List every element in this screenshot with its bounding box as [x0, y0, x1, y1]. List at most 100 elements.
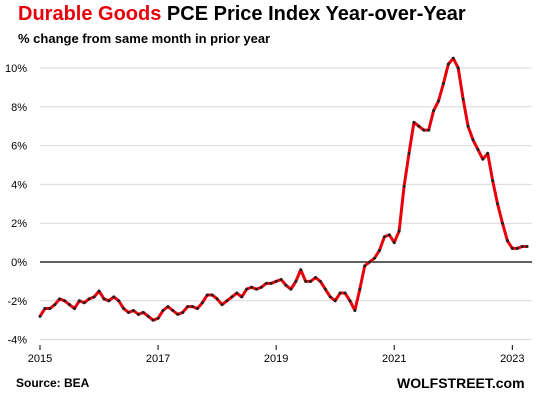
data-point [254, 287, 258, 291]
data-point [136, 312, 140, 316]
y-tick-label: 0% [11, 257, 27, 269]
data-point [510, 246, 514, 250]
y-tick-label: 2% [11, 218, 27, 230]
data-point [68, 303, 72, 307]
data-point [437, 99, 441, 103]
x-tick-label: 2021 [382, 353, 406, 365]
data-point [304, 279, 308, 283]
data-point [515, 246, 519, 250]
data-point [63, 299, 67, 303]
data-point [505, 239, 509, 243]
data-point [318, 279, 322, 283]
data-point [235, 291, 239, 295]
data-point [225, 299, 229, 303]
data-point [471, 138, 475, 142]
data-point [181, 310, 185, 314]
data-point [274, 279, 278, 283]
data-point [220, 303, 224, 307]
data-point [402, 184, 406, 188]
data-point [368, 260, 372, 264]
chart-subtitle: % change from same month in prior year [18, 31, 271, 46]
data-point [210, 293, 214, 297]
data-point [230, 295, 234, 299]
y-tick-label: 10% [5, 63, 27, 75]
y-tick-label: 8% [11, 102, 27, 114]
chart-title: Durable Goods PCE Price Index Year-over-… [18, 3, 466, 26]
data-point [82, 301, 86, 305]
x-axis-ticks: 2015 2017 2019 2021 2023 [28, 345, 525, 365]
chart-title-highlight: Durable Goods [18, 3, 162, 25]
data-point [446, 62, 450, 66]
y-axis-ticks: 10% 8% 6% 4% 2% 0% -2% -4% [5, 63, 27, 347]
data-point [122, 307, 126, 311]
data-point [156, 316, 160, 320]
data-point [269, 281, 273, 285]
data-point [432, 109, 436, 113]
data-point [481, 157, 485, 161]
data-point [43, 307, 47, 311]
data-point [309, 279, 313, 283]
data-point [392, 241, 396, 245]
data-point [166, 305, 170, 309]
data-point [427, 128, 431, 132]
data-point [53, 303, 57, 307]
data-point [422, 128, 426, 132]
data-point [363, 264, 367, 268]
x-tick-label: 2017 [146, 353, 170, 365]
series-line [38, 56, 528, 322]
x-tick-label: 2015 [28, 353, 52, 365]
gridlines [40, 67, 532, 341]
x-tick-label: 2023 [500, 353, 524, 365]
data-point [250, 285, 254, 289]
source-note: Source: BEA [16, 376, 90, 390]
data-point [348, 299, 352, 303]
data-point [525, 244, 529, 248]
data-point [377, 248, 381, 252]
data-point [195, 307, 199, 311]
data-point [72, 307, 76, 311]
data-point [476, 147, 480, 151]
data-point [77, 299, 81, 303]
data-point [491, 179, 495, 183]
y-tick-label: 4% [11, 179, 27, 191]
data-point [343, 291, 347, 295]
data-point [373, 256, 377, 260]
data-point [333, 299, 337, 303]
data-point [58, 297, 62, 301]
data-point [407, 151, 411, 155]
data-point [520, 244, 524, 248]
data-point [186, 305, 190, 309]
data-point [112, 295, 116, 299]
data-point [451, 56, 455, 60]
data-point [117, 299, 121, 303]
y-tick-label: -4% [7, 335, 27, 347]
data-point [289, 287, 293, 291]
data-point [48, 307, 52, 311]
data-point [382, 235, 386, 239]
data-point [284, 283, 288, 287]
data-point [323, 287, 327, 291]
data-point [279, 277, 283, 281]
data-point [299, 268, 303, 272]
data-point [171, 309, 175, 312]
data-point [387, 233, 391, 237]
data-point [191, 305, 195, 309]
data-point [131, 309, 135, 312]
data-point [97, 289, 101, 293]
data-point [240, 295, 244, 299]
data-point [338, 291, 342, 295]
data-point [397, 229, 401, 233]
data-point [38, 314, 42, 318]
series-markers [38, 56, 529, 322]
y-tick-label: -2% [7, 296, 27, 308]
data-point [441, 82, 445, 86]
data-point [456, 66, 460, 70]
data-point [141, 310, 145, 314]
data-point [102, 297, 106, 301]
data-point [417, 124, 421, 128]
y-tick-label: 6% [11, 141, 27, 153]
brand-logo: WOLFSTREET.com [397, 375, 525, 391]
data-point [127, 310, 131, 314]
chart-title-rest: PCE Price Index Year-over-Year [166, 3, 466, 25]
